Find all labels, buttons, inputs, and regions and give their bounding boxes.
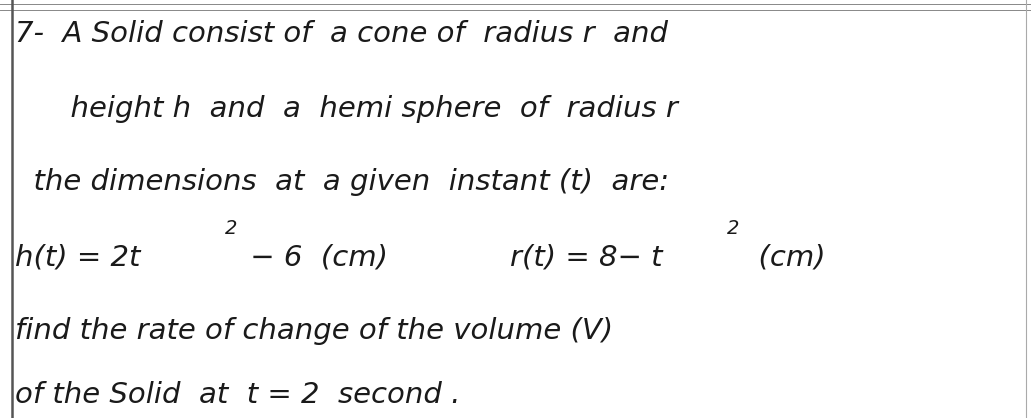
Text: r(t) = 8− t: r(t) = 8− t: [510, 243, 663, 271]
Text: (cm): (cm): [740, 243, 826, 271]
Text: height h  and  a  hemi sphere  of  radius r: height h and a hemi sphere of radius r: [15, 95, 678, 123]
Text: 2: 2: [225, 219, 237, 238]
Text: of the Solid  at  t = 2  second .: of the Solid at t = 2 second .: [15, 381, 461, 409]
Text: 2: 2: [727, 219, 739, 238]
Text: 7-  A Solid consist of  a cone of  radius r  and: 7- A Solid consist of a cone of radius r…: [15, 20, 668, 48]
Text: h(t) = 2t: h(t) = 2t: [15, 243, 141, 271]
Text: the dimensions  at  a given  instant (t)  are:: the dimensions at a given instant (t) ar…: [15, 168, 669, 196]
Text: find the rate of change of the volume (V): find the rate of change of the volume (V…: [15, 316, 613, 344]
Text: − 6  (cm): − 6 (cm): [241, 243, 389, 271]
